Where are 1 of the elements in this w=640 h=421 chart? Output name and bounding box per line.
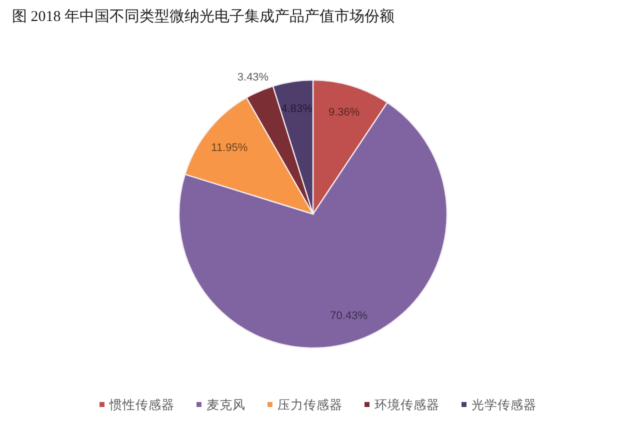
title: 图 2018 年中国不同类型微纳光电子集成产品产值市场份额 bbox=[12, 9, 394, 25]
